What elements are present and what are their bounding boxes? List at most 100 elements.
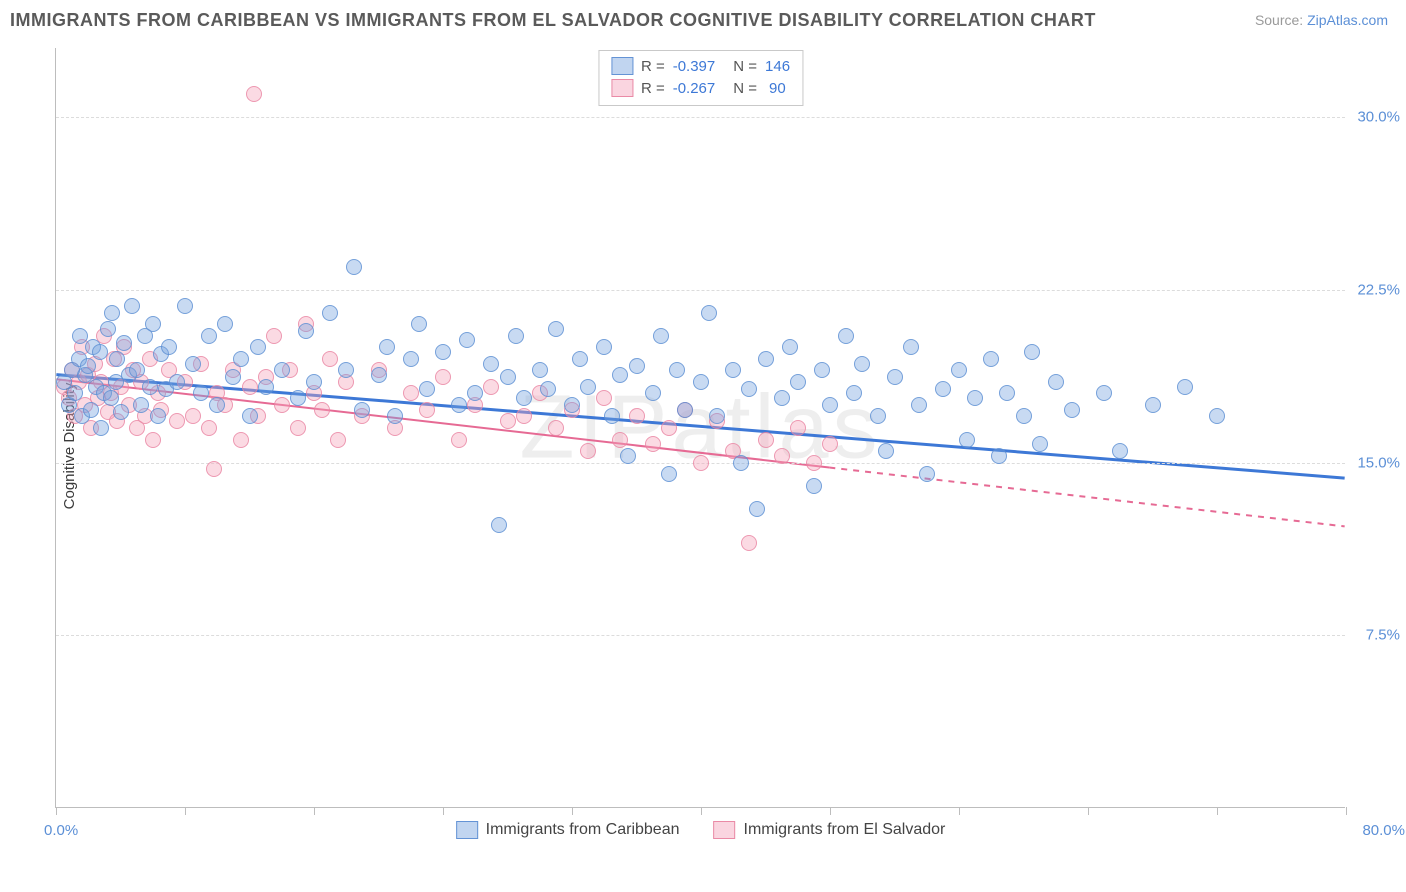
data-point-caribbean xyxy=(983,351,999,367)
x-tick xyxy=(959,807,960,815)
data-point-elsalvador xyxy=(330,432,346,448)
data-point-caribbean xyxy=(129,362,145,378)
data-point-caribbean xyxy=(483,356,499,372)
data-point-caribbean xyxy=(967,390,983,406)
x-tick xyxy=(1088,807,1089,815)
data-point-caribbean xyxy=(403,351,419,367)
data-point-caribbean xyxy=(790,374,806,390)
stat-label-n: N = xyxy=(733,58,757,75)
data-point-caribbean xyxy=(177,298,193,314)
data-point-caribbean xyxy=(500,369,516,385)
y-tick-label: 30.0% xyxy=(1350,109,1400,126)
data-point-caribbean xyxy=(620,448,636,464)
data-point-elsalvador xyxy=(483,379,499,395)
data-point-caribbean xyxy=(379,339,395,355)
data-point-caribbean xyxy=(93,420,109,436)
data-point-caribbean xyxy=(999,385,1015,401)
data-point-caribbean xyxy=(548,321,564,337)
data-point-caribbean xyxy=(677,402,693,418)
data-point-elsalvador xyxy=(774,448,790,464)
data-point-caribbean xyxy=(612,367,628,383)
data-point-caribbean xyxy=(274,362,290,378)
data-point-elsalvador xyxy=(516,408,532,424)
data-point-caribbean xyxy=(1024,344,1040,360)
legend-row-elsalvador: R = -0.267 N = 90 xyxy=(611,77,790,99)
data-point-caribbean xyxy=(991,448,1007,464)
data-point-elsalvador xyxy=(580,443,596,459)
data-point-caribbean xyxy=(661,466,677,482)
legend-item-caribbean: Immigrants from Caribbean xyxy=(456,821,680,839)
stat-r-caribbean: -0.397 xyxy=(673,58,716,75)
data-point-caribbean xyxy=(338,362,354,378)
data-point-caribbean xyxy=(806,478,822,494)
x-tick xyxy=(701,807,702,815)
data-point-caribbean xyxy=(491,517,507,533)
legend-label-elsalvador: Immigrants from El Salvador xyxy=(744,821,946,839)
data-point-elsalvador xyxy=(629,408,645,424)
data-point-caribbean xyxy=(1145,397,1161,413)
data-point-elsalvador xyxy=(206,461,222,477)
data-point-elsalvador xyxy=(242,379,258,395)
data-point-elsalvador xyxy=(435,369,451,385)
data-point-caribbean xyxy=(669,362,685,378)
data-point-caribbean xyxy=(1064,402,1080,418)
data-point-elsalvador xyxy=(290,420,306,436)
data-point-elsalvador xyxy=(822,436,838,452)
data-point-caribbean xyxy=(298,323,314,339)
data-point-caribbean xyxy=(1209,408,1225,424)
data-point-elsalvador xyxy=(246,86,262,102)
x-tick xyxy=(185,807,186,815)
stat-n-elsalvador: 90 xyxy=(769,80,786,97)
data-point-elsalvador xyxy=(274,397,290,413)
data-point-caribbean xyxy=(142,379,158,395)
data-point-caribbean xyxy=(83,402,99,418)
data-point-caribbean xyxy=(604,408,620,424)
data-point-caribbean xyxy=(225,369,241,385)
data-point-elsalvador xyxy=(790,420,806,436)
data-point-caribbean xyxy=(459,332,475,348)
x-tick xyxy=(1346,807,1347,815)
data-point-caribbean xyxy=(701,305,717,321)
data-point-caribbean xyxy=(242,408,258,424)
data-point-caribbean xyxy=(1112,443,1128,459)
data-point-caribbean xyxy=(100,321,116,337)
data-point-caribbean xyxy=(133,397,149,413)
data-point-caribbean xyxy=(145,316,161,332)
data-point-caribbean xyxy=(113,404,129,420)
data-point-caribbean xyxy=(1016,408,1032,424)
data-point-caribbean xyxy=(693,374,709,390)
source-link[interactable]: ZipAtlas.com xyxy=(1307,12,1388,28)
data-point-caribbean xyxy=(104,305,120,321)
legend-item-elsalvador: Immigrants from El Salvador xyxy=(714,821,946,839)
x-tick xyxy=(830,807,831,815)
legend-label-caribbean: Immigrants from Caribbean xyxy=(486,821,680,839)
data-point-caribbean xyxy=(161,339,177,355)
data-point-caribbean xyxy=(306,374,322,390)
data-point-elsalvador xyxy=(169,413,185,429)
gridline-h xyxy=(56,290,1345,291)
data-point-caribbean xyxy=(193,385,209,401)
data-point-caribbean xyxy=(124,298,140,314)
data-point-caribbean xyxy=(838,328,854,344)
data-point-caribbean xyxy=(451,397,467,413)
data-point-elsalvador xyxy=(612,432,628,448)
data-point-caribbean xyxy=(887,369,903,385)
data-point-caribbean xyxy=(709,408,725,424)
data-point-caribbean xyxy=(92,344,108,360)
data-point-caribbean xyxy=(919,466,935,482)
swatch-caribbean xyxy=(611,57,633,75)
legend-row-caribbean: R = -0.397 N = 146 xyxy=(611,55,790,77)
data-point-caribbean xyxy=(209,397,225,413)
data-point-caribbean xyxy=(1177,379,1193,395)
data-point-caribbean xyxy=(387,408,403,424)
data-point-caribbean xyxy=(201,328,217,344)
stat-r-elsalvador: -0.267 xyxy=(673,80,716,97)
data-point-caribbean xyxy=(532,362,548,378)
data-point-caribbean xyxy=(653,328,669,344)
data-point-elsalvador xyxy=(403,385,419,401)
data-point-caribbean xyxy=(1048,374,1064,390)
source-prefix: Source: xyxy=(1255,12,1307,28)
data-point-caribbean xyxy=(951,362,967,378)
x-axis-max-label: 80.0% xyxy=(1362,822,1405,839)
data-point-elsalvador xyxy=(500,413,516,429)
